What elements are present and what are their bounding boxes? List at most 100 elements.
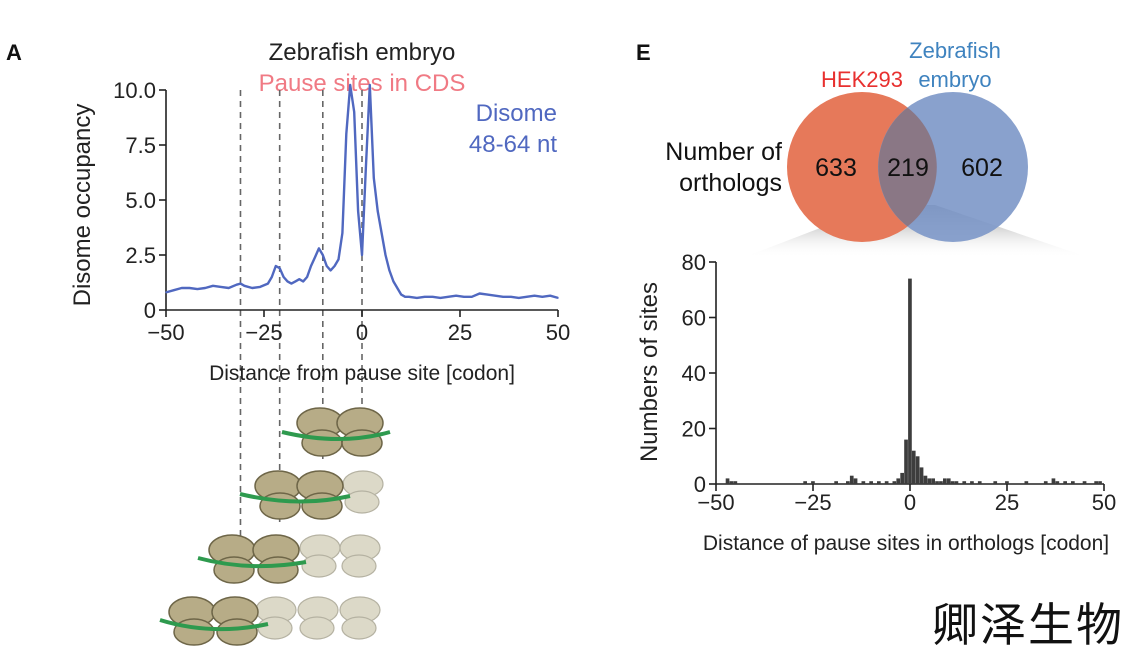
ribosome-light	[339, 596, 381, 640]
panel-a-axes: 0 2.5 5.0 7.5 10.0 −50 −25 0 25 50	[113, 78, 570, 345]
x-tick-label: −25	[245, 320, 282, 345]
data-point	[369, 84, 371, 86]
venn-overlap-count: 219	[887, 154, 929, 182]
data-point	[251, 287, 253, 289]
histogram-bar	[977, 481, 982, 484]
data-point	[373, 177, 375, 179]
histogram-bar	[725, 478, 730, 484]
data-point	[204, 287, 206, 289]
data-point	[275, 265, 277, 267]
data-point	[271, 276, 273, 278]
data-point	[196, 288, 199, 290]
data-point	[337, 258, 340, 261]
data-point	[290, 282, 293, 285]
histogram-bar	[950, 481, 955, 484]
panel-a-series	[165, 83, 559, 300]
data-point	[384, 254, 387, 256]
histogram-bar	[1005, 481, 1009, 484]
histogram-bar	[1098, 481, 1102, 484]
data-point	[416, 297, 418, 299]
panel-e-axes: 0 20 40 60 80 −50 −25 0 25 50	[682, 250, 1117, 515]
data-point	[329, 269, 332, 272]
data-point	[333, 265, 336, 267]
panel-e-label: E	[636, 40, 651, 65]
ribosome-dark	[254, 470, 302, 520]
data-point	[298, 278, 301, 281]
panel-a-x-axis-label: Distance from pause site [codon]	[209, 362, 515, 385]
histogram-bar	[939, 481, 943, 484]
histogram-bar	[943, 478, 947, 484]
data-point	[502, 296, 504, 298]
histogram-bar	[1024, 481, 1029, 484]
panel-e-y-axis-label: Numbers of sites	[636, 282, 663, 462]
histogram-bar	[954, 481, 959, 484]
data-point	[227, 287, 230, 289]
data-point	[212, 285, 214, 287]
y-tick-label: 10.0	[113, 78, 156, 103]
data-point	[396, 287, 399, 289]
data-point	[380, 232, 383, 234]
ribosome-dark	[208, 534, 256, 584]
venn-right-count: 602	[961, 154, 1003, 182]
ribosome-light	[342, 470, 384, 514]
ribosome-dark	[296, 407, 344, 457]
venn-label-hek293: HEK293	[821, 67, 903, 92]
ribosome-light	[297, 596, 339, 640]
panel-a-title: Zebrafish embryo	[269, 39, 456, 66]
histogram-bar	[1082, 481, 1087, 484]
data-point	[294, 280, 297, 283]
histogram-bar	[869, 481, 873, 484]
histogram-bar	[915, 456, 920, 485]
ribosome-dark	[252, 534, 300, 584]
x-tick-label: −50	[697, 490, 734, 515]
data-point	[239, 282, 242, 285]
data-point	[220, 286, 222, 288]
data-point	[235, 283, 238, 286]
histogram-bar	[729, 481, 734, 484]
histogram-bar	[919, 467, 924, 484]
histogram-bar	[803, 481, 807, 484]
data-point	[259, 286, 261, 288]
data-point	[318, 247, 320, 250]
mrna-strand	[239, 492, 351, 504]
panel-a-legend-line1: Disome	[476, 100, 557, 127]
histogram-bar	[1043, 481, 1048, 484]
ribosome-light	[299, 534, 341, 578]
y-tick-label: 2.5	[125, 243, 156, 268]
x-tick-label: 0	[904, 490, 916, 515]
data-point	[549, 294, 551, 297]
y-tick-label: 40	[682, 361, 706, 386]
data-point	[278, 267, 281, 270]
histogram-bar	[1055, 481, 1060, 484]
x-tick-label: 50	[1092, 490, 1116, 515]
y-tick-label: 80	[682, 250, 706, 275]
ribosome-dark	[168, 596, 216, 646]
histogram-bar	[946, 478, 951, 484]
data-point	[408, 296, 410, 298]
data-point	[447, 296, 450, 298]
data-point	[361, 254, 363, 256]
data-point	[314, 256, 316, 259]
x-tick-label: 0	[356, 320, 368, 345]
x-tick-label: −50	[147, 320, 184, 345]
data-point	[286, 280, 289, 283]
data-point	[302, 280, 305, 283]
histogram-bar	[892, 481, 897, 484]
data-point	[392, 280, 395, 283]
data-point	[431, 296, 434, 298]
data-point	[306, 276, 308, 278]
histogram-bar	[877, 481, 881, 484]
venn-side-label-line2: orthologs	[679, 169, 782, 197]
data-point	[349, 84, 352, 86]
histogram-bar	[849, 475, 854, 484]
histogram-bar	[923, 475, 928, 484]
data-point	[353, 111, 356, 113]
data-point	[478, 292, 481, 295]
data-point	[463, 296, 465, 298]
data-point	[486, 293, 489, 296]
x-tick-label: 50	[546, 320, 570, 345]
data-point	[376, 210, 379, 212]
histogram-bar	[911, 450, 916, 484]
data-point	[388, 269, 391, 272]
